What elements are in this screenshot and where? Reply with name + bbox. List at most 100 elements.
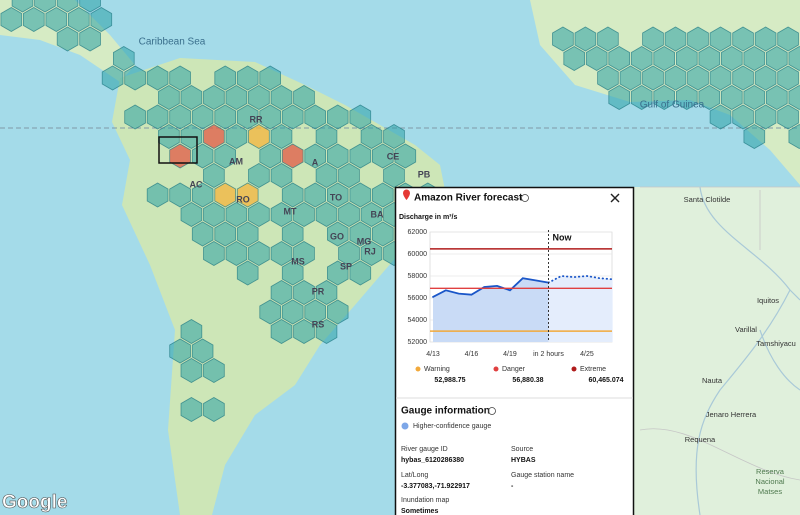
hex <box>259 143 282 169</box>
field-label: Gauge station name <box>511 472 574 479</box>
state-label: CE <box>387 151 400 161</box>
hex <box>754 65 777 91</box>
legend-name: Extreme <box>580 366 606 373</box>
hex <box>248 202 270 227</box>
hex <box>293 85 315 110</box>
hex <box>146 104 169 130</box>
hex <box>169 104 191 130</box>
hex <box>248 163 270 188</box>
state-label: A <box>312 157 319 167</box>
hex <box>169 338 191 364</box>
hex <box>259 299 282 325</box>
sea-label: Gulf of Guinea <box>640 100 705 111</box>
hex <box>56 26 79 52</box>
hex <box>597 26 619 52</box>
hex <box>349 182 372 208</box>
hex <box>687 65 709 91</box>
hex <box>180 397 203 422</box>
hex <box>394 143 417 169</box>
reserve-label: Reserva <box>756 467 785 476</box>
hex <box>236 104 259 130</box>
legend-name: Warning <box>424 366 450 373</box>
hex <box>236 260 259 286</box>
hex-layer <box>0 0 800 422</box>
state-label: RJ <box>364 246 376 256</box>
hex <box>214 65 237 91</box>
hex <box>191 338 214 364</box>
hex <box>259 104 282 130</box>
hex <box>203 241 225 266</box>
selection-box <box>158 136 198 164</box>
info-icon[interactable] <box>521 194 529 202</box>
hex <box>270 280 293 305</box>
hex <box>304 143 327 169</box>
hex <box>191 104 214 130</box>
hex <box>788 46 800 71</box>
x-tick-label: 4/19 <box>503 351 517 358</box>
state-label: BA <box>371 209 384 219</box>
field-value: hybas_6120286380 <box>401 457 464 464</box>
hex <box>360 202 383 227</box>
hex <box>383 163 405 188</box>
hex <box>383 124 405 149</box>
state-label: RO <box>236 194 250 204</box>
hex <box>225 202 248 227</box>
hex <box>315 124 338 149</box>
y-tick-label: 56000 <box>408 295 428 302</box>
state-label: SP <box>340 261 352 271</box>
hex <box>68 7 90 32</box>
state-label: RS <box>312 319 325 329</box>
hex <box>236 221 259 247</box>
hex <box>721 85 743 110</box>
inset-map <box>633 187 800 515</box>
state-label: MT <box>284 206 297 216</box>
hex <box>597 65 619 91</box>
hex <box>180 358 203 383</box>
legend-name: Danger <box>502 366 526 373</box>
info-icon[interactable] <box>488 407 496 415</box>
state-label: RR <box>250 114 263 124</box>
place-label: Jenaro Herrera <box>706 410 757 419</box>
hex <box>664 26 687 52</box>
x-tick-label: 4/16 <box>465 351 479 358</box>
hex <box>349 143 372 169</box>
hex <box>788 124 800 149</box>
gauge-fields: River gauge ID hybas_6120286380 Source HYBA… <box>401 446 574 515</box>
reserve-label: Nacional <box>755 477 785 486</box>
place-label: Nauta <box>702 376 723 385</box>
hex <box>270 202 293 227</box>
hex <box>248 241 270 266</box>
hex <box>743 46 766 71</box>
inset-labels: Santa Clotilde Iquitos Varillal Tamshiyacu N… <box>684 195 796 496</box>
hex <box>315 319 338 344</box>
hex <box>203 163 225 188</box>
hex <box>664 65 687 91</box>
y-tick-label: 62000 <box>408 229 428 236</box>
hex <box>45 7 68 32</box>
hex <box>203 202 225 227</box>
hex <box>270 241 293 266</box>
hex <box>304 299 327 325</box>
hex <box>743 85 766 110</box>
hex <box>293 280 315 305</box>
field-label: Lat/Long <box>401 472 428 479</box>
hex <box>349 104 372 130</box>
hex <box>56 0 79 13</box>
hex <box>169 143 191 169</box>
hex <box>79 0 101 13</box>
hex <box>642 26 664 52</box>
field-value: -3.377083,-71.922917 <box>401 483 470 490</box>
hex <box>22 7 45 32</box>
state-label: GO <box>330 231 344 241</box>
hex <box>687 26 709 52</box>
hex <box>270 85 293 110</box>
close-button[interactable] <box>610 193 620 203</box>
legend-value: 60,465.074 <box>588 377 623 384</box>
state-label: MS <box>291 256 305 266</box>
hex <box>281 299 304 325</box>
hex <box>777 104 799 130</box>
hex <box>158 85 180 110</box>
boundary <box>639 186 800 481</box>
hex <box>315 202 338 227</box>
